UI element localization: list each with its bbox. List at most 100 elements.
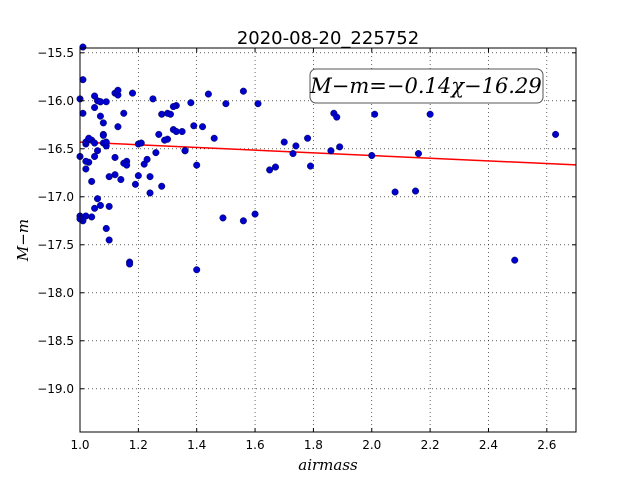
data-point: [172, 128, 180, 136]
data-point: [306, 162, 314, 170]
data-point: [99, 131, 107, 139]
y-tick-label: −16.5: [37, 142, 74, 156]
data-point: [146, 189, 154, 197]
fit-equation-text: M−m=−0.14χ−16.29: [309, 74, 541, 98]
y-tick-label: −17.0: [37, 190, 74, 204]
data-point: [178, 128, 186, 136]
data-point: [271, 163, 279, 171]
data-point: [511, 256, 519, 264]
data-point: [105, 236, 113, 244]
y-tick-label: −17.5: [37, 238, 74, 252]
data-point: [289, 150, 297, 158]
data-point: [111, 153, 119, 161]
fit-equation-annotation: M−m=−0.14χ−16.29: [309, 68, 544, 104]
data-point: [391, 188, 399, 196]
data-point: [161, 136, 169, 144]
data-point: [327, 147, 335, 155]
y-tick-label: −16.0: [37, 94, 74, 108]
x-tick-label: 1.8: [304, 438, 323, 452]
plot-area-frame: [79, 47, 577, 433]
data-point: [96, 112, 104, 120]
data-point: [190, 122, 198, 130]
data-point: [91, 204, 99, 212]
data-point: [99, 119, 107, 127]
data-point: [149, 95, 157, 103]
data-point: [219, 214, 227, 222]
data-point: [292, 142, 300, 150]
x-tick-label: 1.4: [187, 438, 206, 452]
data-point: [79, 76, 87, 84]
data-point: [94, 147, 102, 155]
data-point: [552, 130, 560, 138]
fit-line: [79, 141, 577, 166]
x-tick-label: 1.6: [246, 438, 265, 452]
x-tick-label: 2.0: [362, 438, 381, 452]
data-point: [117, 176, 125, 184]
data-point: [169, 103, 177, 111]
data-point: [143, 155, 151, 163]
data-point: [239, 87, 247, 95]
data-point: [91, 139, 99, 147]
data-point: [79, 109, 87, 117]
data-point: [426, 110, 434, 118]
y-tick-label: −19.0: [37, 382, 74, 396]
data-point: [102, 138, 110, 146]
data-point: [254, 100, 262, 108]
x-tick-label: 1.2: [129, 438, 148, 452]
data-point: [88, 213, 96, 221]
data-point: [88, 177, 96, 185]
data-point: [102, 98, 110, 106]
data-point: [146, 173, 154, 181]
data-point: [91, 104, 99, 112]
data-point: [129, 89, 137, 97]
y-tick-label: −15.5: [37, 46, 74, 60]
data-point: [123, 161, 131, 169]
data-point: [158, 110, 166, 118]
y-tick-label: −18.0: [37, 286, 74, 300]
data-point: [120, 109, 128, 117]
data-point: [102, 224, 110, 232]
data-point: [114, 123, 122, 131]
data-point: [126, 260, 134, 268]
fit-line-group: [79, 141, 577, 166]
x-tick-label: 2.4: [479, 438, 498, 452]
data-point: [96, 98, 104, 106]
data-point: [155, 130, 163, 138]
data-point: [105, 202, 113, 210]
data-point: [85, 134, 93, 142]
data-point: [94, 195, 102, 203]
data-point: [181, 147, 189, 155]
y-tick-label: −18.5: [37, 334, 74, 348]
data-point: [131, 180, 139, 188]
data-point: [412, 187, 420, 195]
x-axis-label: airmass: [298, 456, 358, 474]
data-point: [251, 210, 259, 218]
chart-title: 2020-08-20_225752: [237, 28, 419, 49]
data-point: [134, 172, 142, 180]
data-point: [166, 110, 174, 118]
data-point: [266, 166, 274, 174]
data-point: [114, 86, 122, 94]
data-point: [105, 173, 113, 181]
data-point: [187, 99, 195, 107]
data-point: [333, 113, 341, 121]
data-point: [304, 134, 312, 142]
data-point: [137, 139, 145, 147]
data-point: [96, 201, 104, 209]
data-point: [82, 165, 90, 173]
x-tick-label: 2.2: [421, 438, 440, 452]
data-point: [193, 266, 201, 274]
data-point: [111, 171, 119, 179]
x-tick-label: 1.0: [70, 438, 89, 452]
data-point: [414, 150, 422, 158]
x-tick-label: 2.6: [537, 438, 556, 452]
axis-ticks: 1.0 1.2 1.4 1.6 1.8 2.0 2.2 2.4 2.6 −15.5 −16.0 −16…: [37, 46, 576, 452]
data-point: [239, 217, 247, 225]
grid-lines: [79, 48, 576, 432]
data-point: [152, 149, 160, 157]
data-point: [204, 90, 212, 98]
data-point: [82, 157, 90, 165]
data-point: [79, 43, 87, 51]
